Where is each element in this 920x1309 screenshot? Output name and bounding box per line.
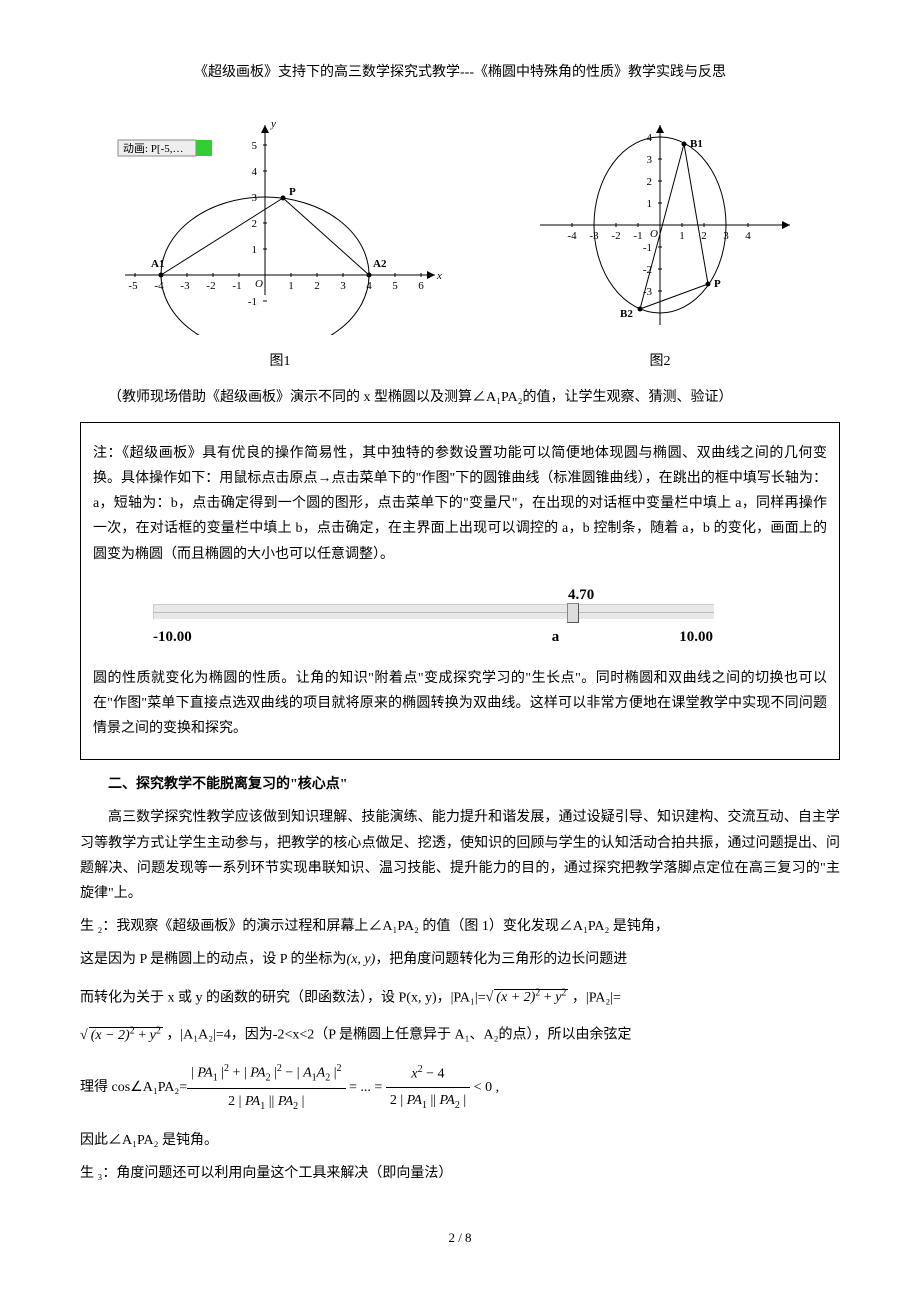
slider-track[interactable] [153,604,714,620]
svg-text:5: 5 [392,280,398,292]
section-2-p2b: 这是因为 P 是椭圆上的动点，设 P 的坐标为(x, y)，把角度问题转化为三角… [80,947,840,972]
section-2-title: 二、探究教学不能脱离复习的"核心点" [80,772,840,797]
section-2-p5: 理得 cos∠A₁PA₂= | PA1 |2 + | PA2 |2 − | A1… [80,1060,840,1115]
fraction-2: x2 − 4 2 | PA1 || PA2 | [386,1061,470,1115]
teacher-note: （教师现场借助《超级画板》演示不同的 x 型椭圆以及测算∠A₁PA₂的值，让学生… [80,385,840,410]
svg-text:A2: A2 [373,258,387,270]
svg-text:3: 3 [340,280,346,292]
note-box: 注：《超级画板》具有优良的操作简易性，其中独特的参数设置功能可以简便地体现圆与椭… [80,422,840,761]
note-paragraph-1: 注：《超级画板》具有优良的操作简易性，其中独特的参数设置功能可以简便地体现圆与椭… [93,441,827,567]
section-2-p1: 高三数学探究性教学应该做到知识理解、技能演练、能力提升和谐发展，通过设疑引导、知… [80,805,840,906]
svg-text:2: 2 [647,176,653,188]
fraction-1: | PA1 |2 + | PA2 |2 − | A1A2 |2 2 | PA1 … [187,1060,345,1115]
svg-text:-1: -1 [633,230,642,242]
section-2-p7: 生 ₃：角度问题还可以利用向量这个工具来解决（即向量法） [80,1161,840,1186]
figures-row: x y O -5 -4 -3 -2 -1 1 2 3 4 5 6 -1 [80,115,840,374]
svg-text:O: O [255,278,263,290]
svg-text:P: P [289,186,296,198]
svg-text:-1: -1 [248,296,257,308]
slider-var: a [552,624,560,651]
svg-text:3: 3 [647,154,653,166]
svg-text:B2: B2 [620,308,633,320]
svg-text:x: x [436,270,442,282]
svg-text:y: y [270,118,276,130]
slider-thumb[interactable] [567,603,579,623]
svg-text:5: 5 [252,140,258,152]
section-2-p6: 因此∠A₁PA₂ 是钝角。 [80,1128,840,1153]
svg-text:4: 4 [252,166,258,178]
svg-text:B1: B1 [690,138,703,150]
section-2-p4: (x − 2)2 + y2 ，|A₁A₂|=4，因为-2<x<2（P 是椭圆上任… [80,1022,840,1048]
svg-text:1: 1 [679,230,685,242]
svg-text:-3: -3 [180,280,190,292]
svg-text:6: 6 [418,280,424,292]
figure-2-caption: 图2 [510,349,810,374]
figure-1: x y O -5 -4 -3 -2 -1 1 2 3 4 5 6 -1 [110,115,450,374]
page-header: 《超级画板》支持下的高三数学探究式教学---《椭圆中特殊角的性质》教学实践与反思 [80,60,840,85]
section-2-p2a: 生 ₂：我观察《超级画板》的演示过程和屏幕上∠A₁PA₂ 的值（图 1）变化发现… [80,914,840,939]
svg-text:4: 4 [745,230,751,242]
svg-text:-2: -2 [611,230,620,242]
section-2-p3: 而转化为关于 x 或 y 的函数的研究（即函数法），设 P(x, y)，|PA₁… [80,985,840,1011]
svg-text:-4: -4 [567,230,577,242]
figure-1-caption: 图1 [110,349,450,374]
page-number: 2 / 8 [80,1226,840,1249]
slider-max: 10.00 [679,624,713,651]
svg-text:2: 2 [701,230,707,242]
svg-text:2: 2 [252,218,258,230]
note-paragraph-2: 圆的性质就变化为椭圆的性质。让角的知识"附着点"变成探究学习的"生长点"。同时椭… [93,666,827,742]
svg-text:O: O [650,228,658,240]
svg-text:-2: -2 [206,280,215,292]
svg-text:动画: P[-5,…: 动画: P[-5,… [123,142,184,155]
svg-text:-1: -1 [232,280,241,292]
svg-text:-5: -5 [128,280,138,292]
figure-2: O -4 -3 -2 -1 1 2 3 4 -3 -2 -1 1 2 3 4 [510,115,810,374]
svg-text:A1: A1 [151,258,164,270]
figure-2-svg: O -4 -3 -2 -1 1 2 3 4 -3 -2 -1 1 2 3 4 [510,115,810,335]
slider-min: -10.00 [153,624,192,651]
svg-text:1: 1 [647,198,653,210]
math-xy: (x, y) [347,952,376,967]
svg-text:P: P [714,278,721,290]
svg-text:1: 1 [252,244,258,256]
animation-button[interactable]: 动画: P[-5,… [118,140,212,156]
svg-text:-1: -1 [643,242,652,254]
svg-text:2: 2 [314,280,320,292]
svg-text:1: 1 [288,280,294,292]
slider-control[interactable]: 4.70 -10.00 a 10.00 [153,582,713,651]
figure-1-svg: x y O -5 -4 -3 -2 -1 1 2 3 4 5 6 -1 [110,115,450,335]
